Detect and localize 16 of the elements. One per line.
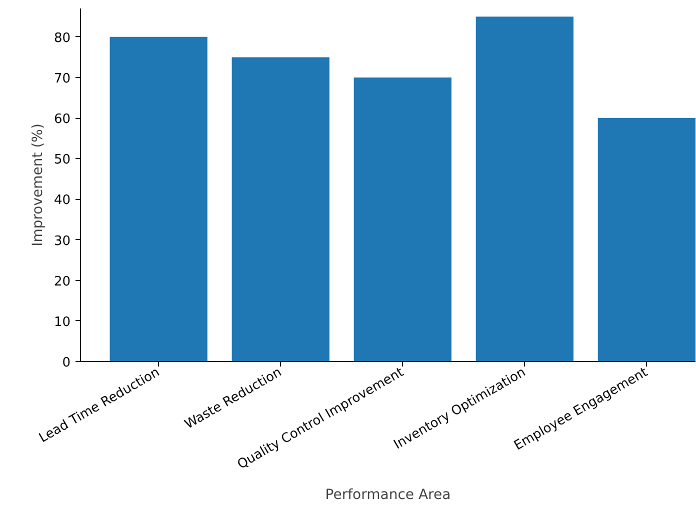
y-tick-label: 80 — [54, 30, 71, 46]
bar — [354, 77, 452, 362]
y-tick-label: 70 — [54, 71, 71, 86]
bar — [110, 36, 208, 362]
y-tick-label: 0 — [62, 356, 71, 370]
bar — [232, 57, 330, 362]
y-tick-label: 10 — [54, 314, 71, 330]
bar — [476, 16, 574, 362]
y-tick-label: 20 — [54, 274, 71, 290]
y-tick-label: 50 — [54, 152, 71, 168]
y-tick-label: 40 — [54, 193, 71, 208]
y-tick-label: 60 — [54, 112, 71, 128]
x-axis-title: Performance Area — [325, 487, 451, 504]
y-tick-label: 30 — [54, 234, 71, 249]
y-axis-title: Improvement (%) — [30, 124, 46, 246]
bar — [598, 118, 696, 362]
